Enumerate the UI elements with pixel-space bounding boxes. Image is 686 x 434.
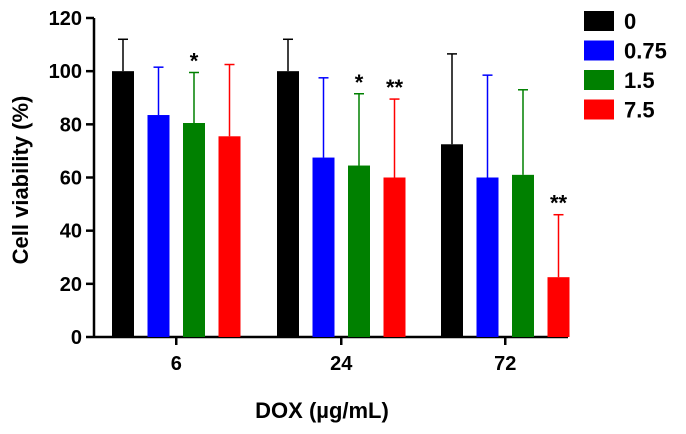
bars: ** **** [112,38,570,338]
significance-label: * [355,70,364,95]
significance-label: * [190,48,199,73]
bar-0.75-72 [476,177,499,337]
y-tick-label: 60 [60,168,82,190]
x-tick-label: 24 [330,353,353,375]
significance-label: ** [550,191,568,216]
legend: 0 0.75 1.5 7.5 [584,9,667,123]
y-tick-label: 120 [49,8,82,30]
legend-swatch-0.75 [584,40,614,61]
legend-swatch-0 [584,11,614,31]
x-axis-title: DOX (µg/mL) [255,398,389,423]
bar-0-24 [277,71,299,338]
y-tick-label: 20 [60,274,82,296]
x-tick-label: 72 [494,353,516,375]
y-tick-label: 0 [71,327,82,349]
bar-7.5-6 [218,136,241,337]
significance-label: ** [386,75,404,100]
bar-1.5-24 [348,165,370,337]
legend-label-0: 0 [624,9,636,34]
bar-0.75-24 [312,157,335,337]
y-tick-label: 80 [60,114,82,136]
bar-1.5-6 [183,123,205,337]
x-tick-label: 6 [171,353,182,375]
legend-swatch-1.5 [584,70,614,90]
bar-0-72 [441,144,463,337]
bar-0.75-6 [147,115,170,337]
x-axis: 6 24 72 [94,335,568,375]
bar-7.5-72 [547,277,570,337]
bar-1.5-72 [512,174,534,337]
y-axis: 0 20 40 60 80 100 120 [49,8,96,349]
bar-0-6 [112,71,134,338]
legend-label-1.5: 1.5 [624,68,655,93]
legend-label-0.75: 0.75 [624,39,667,64]
y-tick-label: 40 [60,221,82,243]
bar-7.5-24 [383,177,406,337]
legend-label-7.5: 7.5 [624,98,655,123]
legend-swatch-7.5 [584,99,614,120]
y-tick-label: 100 [49,61,82,83]
y-axis-title: Cell viability (%) [8,96,33,265]
